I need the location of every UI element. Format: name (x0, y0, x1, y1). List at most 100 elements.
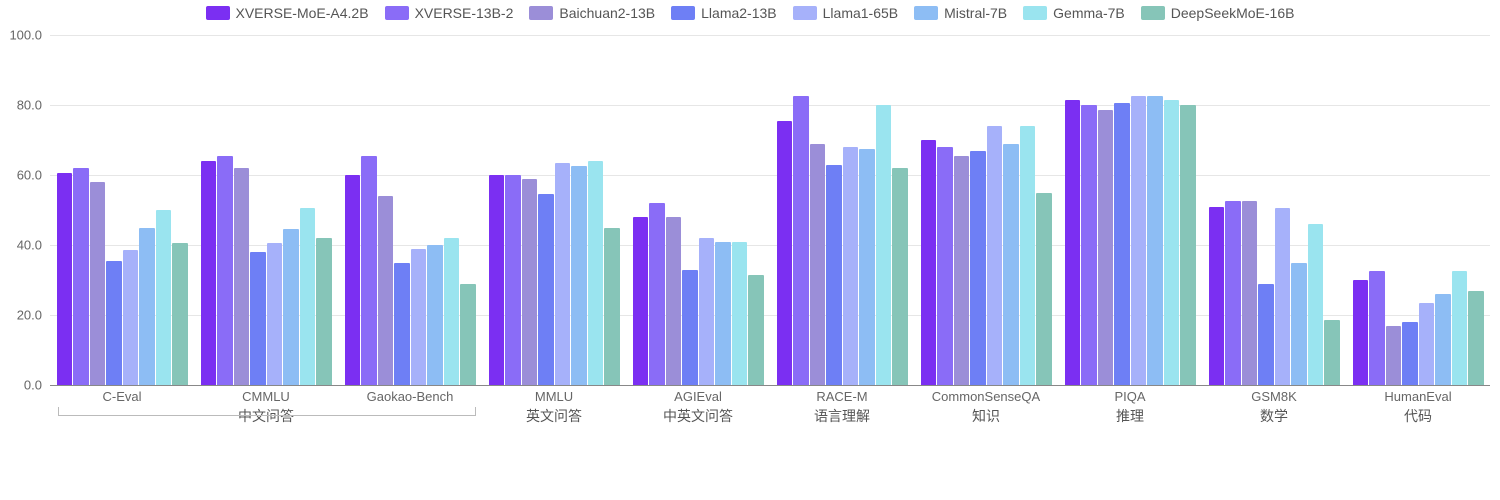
bar-group (1202, 35, 1346, 385)
legend-swatch (1141, 6, 1165, 20)
bar (283, 229, 299, 385)
x-category-label: HumanEval (1346, 385, 1490, 404)
bar (970, 151, 986, 386)
ytick-label: 0.0 (24, 378, 50, 393)
bar (1131, 96, 1147, 385)
bar-group-inner (1202, 35, 1346, 385)
model-benchmark-chart: XVERSE-MoE-A4.2BXVERSE-13B-2Baichuan2-13… (0, 0, 1500, 500)
bar (892, 168, 908, 385)
legend-swatch (385, 6, 409, 20)
bar (90, 182, 106, 385)
bar (250, 252, 266, 385)
legend-item: XVERSE-MoE-A4.2B (206, 2, 369, 24)
bar (57, 173, 73, 385)
bar (1275, 208, 1291, 385)
bar (555, 163, 571, 385)
bar-group (770, 35, 914, 385)
legend-item: Llama1-65B (793, 2, 899, 24)
bar (378, 196, 394, 385)
bar (139, 228, 155, 386)
legend-item: Gemma-7B (1023, 2, 1125, 24)
x-category-label: MMLU (482, 385, 626, 404)
bar (489, 175, 505, 385)
bar (1308, 224, 1324, 385)
x-group-label: 知识 (914, 404, 1058, 426)
bar (793, 96, 809, 385)
ytick-label: 100.0 (9, 28, 50, 43)
bar (411, 249, 427, 386)
bar (1258, 284, 1274, 386)
bar (777, 121, 793, 385)
bar (1036, 193, 1052, 386)
bar (1209, 207, 1225, 386)
legend-item: XVERSE-13B-2 (385, 2, 514, 24)
bar-group-inner (194, 35, 338, 385)
x-category-label: C-Eval (50, 385, 194, 404)
bar-group-inner (1346, 35, 1490, 385)
legend-label: Mistral-7B (944, 2, 1007, 24)
bar-group-inner (50, 35, 194, 385)
bar (73, 168, 89, 385)
bar-group (338, 35, 482, 385)
bar (1065, 100, 1081, 385)
bar-group (626, 35, 770, 385)
legend-item: Mistral-7B (914, 2, 1007, 24)
bar (1353, 280, 1369, 385)
bar (123, 250, 139, 385)
ytick-label: 60.0 (17, 168, 50, 183)
bar (987, 126, 1003, 385)
bar-group-inner (626, 35, 770, 385)
ytick-label: 80.0 (17, 98, 50, 113)
legend-label: Llama2-13B (701, 2, 777, 24)
bar (300, 208, 316, 385)
bar (1291, 263, 1307, 386)
bar (1452, 271, 1468, 385)
legend-swatch (206, 6, 230, 20)
bar-group-inner (770, 35, 914, 385)
bar (1324, 320, 1340, 385)
x-category-labels: C-EvalCMMLUGaokao-BenchMMLUAGIEvalRACE-M… (50, 385, 1490, 404)
bar (1114, 103, 1130, 385)
bar (156, 210, 172, 385)
legend-label: XVERSE-MoE-A4.2B (236, 2, 369, 24)
bar (234, 168, 250, 385)
x-category-label: Gaokao-Bench (338, 385, 482, 404)
ytick-label: 20.0 (17, 308, 50, 323)
bar (267, 243, 283, 385)
x-category-label: RACE-M (770, 385, 914, 404)
bar (1402, 322, 1418, 385)
bar (649, 203, 665, 385)
bar (1147, 96, 1163, 385)
legend-label: XVERSE-13B-2 (415, 2, 514, 24)
bar (522, 179, 538, 386)
bar (954, 156, 970, 385)
bar-group (50, 35, 194, 385)
legend: XVERSE-MoE-A4.2BXVERSE-13B-2Baichuan2-13… (0, 0, 1500, 27)
bar-group (1058, 35, 1202, 385)
x-group-label: 推理 (1058, 404, 1202, 426)
bar (633, 217, 649, 385)
bar (1180, 105, 1196, 385)
bar (1020, 126, 1036, 385)
x-group-label: 代码 (1346, 404, 1490, 426)
x-category-label: PIQA (1058, 385, 1202, 404)
bar-group-inner (338, 35, 482, 385)
bar (748, 275, 764, 385)
legend-label: DeepSeekMoE-16B (1171, 2, 1295, 24)
bar (666, 217, 682, 385)
bar (1225, 201, 1241, 385)
legend-label: Gemma-7B (1053, 2, 1125, 24)
bar (937, 147, 953, 385)
bar (604, 228, 620, 386)
bar (106, 261, 122, 385)
bar (715, 242, 731, 386)
bar (427, 245, 443, 385)
bar-groups (50, 35, 1490, 385)
bar (1003, 144, 1019, 386)
bar (505, 175, 521, 385)
bar (394, 263, 410, 386)
bar-group-inner (482, 35, 626, 385)
bar (876, 105, 892, 385)
legend-swatch (793, 6, 817, 20)
bar (571, 166, 587, 385)
